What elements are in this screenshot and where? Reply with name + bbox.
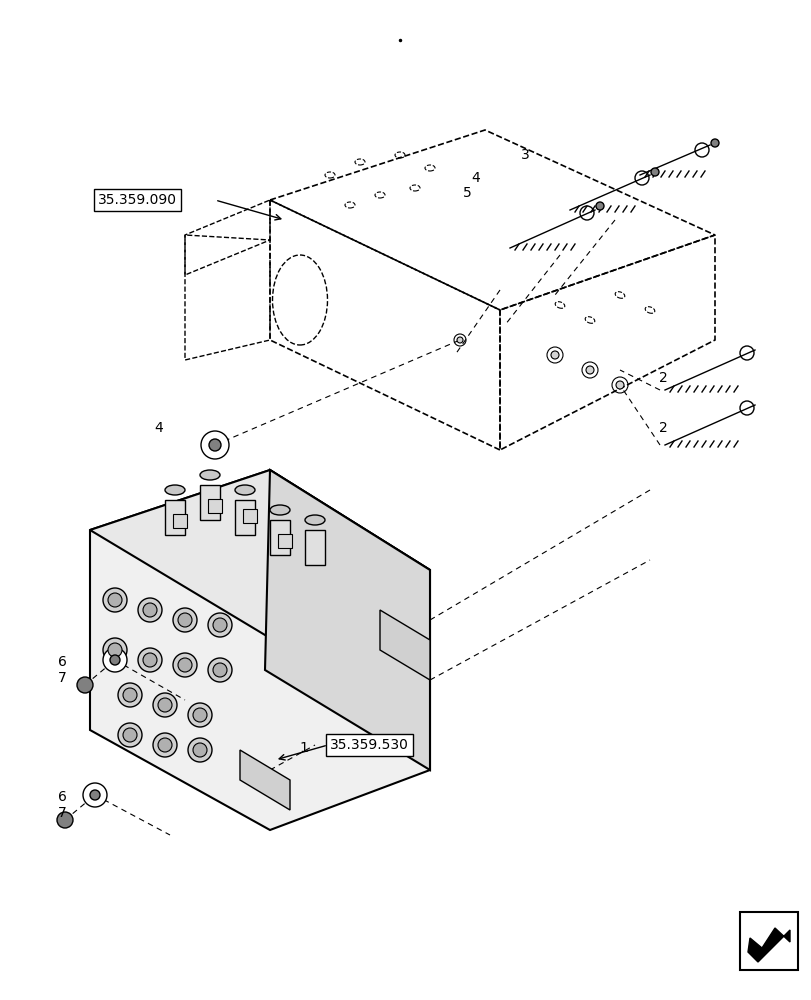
- Circle shape: [586, 366, 594, 374]
- Circle shape: [143, 603, 157, 617]
- Circle shape: [173, 608, 197, 632]
- Ellipse shape: [305, 515, 324, 525]
- Text: 3: 3: [521, 148, 530, 162]
- Circle shape: [208, 613, 232, 637]
- Circle shape: [193, 708, 207, 722]
- Text: 2: 2: [659, 421, 667, 435]
- Circle shape: [103, 588, 127, 612]
- Circle shape: [158, 698, 172, 712]
- Text: 4: 4: [154, 421, 163, 435]
- Polygon shape: [90, 470, 430, 635]
- Circle shape: [178, 658, 191, 672]
- Bar: [270, 520, 290, 555]
- Circle shape: [152, 693, 177, 717]
- Circle shape: [138, 598, 162, 622]
- Circle shape: [90, 790, 100, 800]
- Text: 7: 7: [58, 806, 67, 820]
- Polygon shape: [240, 750, 290, 810]
- Circle shape: [103, 648, 127, 672]
- Circle shape: [188, 738, 212, 762]
- Ellipse shape: [234, 485, 255, 495]
- Circle shape: [108, 593, 122, 607]
- Bar: [242, 509, 257, 523]
- Polygon shape: [264, 470, 430, 770]
- Circle shape: [118, 683, 142, 707]
- Circle shape: [551, 351, 558, 359]
- Text: 35.359.090: 35.359.090: [98, 193, 177, 207]
- Text: 7: 7: [58, 671, 67, 685]
- Polygon shape: [747, 928, 789, 962]
- Polygon shape: [380, 610, 430, 680]
- Circle shape: [650, 168, 659, 176]
- Circle shape: [188, 703, 212, 727]
- Text: 6: 6: [58, 655, 67, 669]
- Circle shape: [77, 677, 93, 693]
- Bar: [305, 530, 324, 565]
- Circle shape: [108, 643, 122, 657]
- Text: 1: 1: [298, 741, 307, 755]
- Text: 2: 2: [659, 371, 667, 385]
- Circle shape: [152, 733, 177, 757]
- Circle shape: [212, 618, 227, 632]
- Circle shape: [212, 663, 227, 677]
- Circle shape: [173, 653, 197, 677]
- Circle shape: [122, 728, 137, 742]
- Circle shape: [143, 653, 157, 667]
- Text: 6: 6: [58, 790, 67, 804]
- Circle shape: [595, 202, 603, 210]
- Text: 35.359.530: 35.359.530: [329, 738, 409, 752]
- Circle shape: [83, 783, 107, 807]
- Bar: [208, 499, 221, 513]
- Circle shape: [57, 812, 73, 828]
- Ellipse shape: [165, 485, 185, 495]
- Circle shape: [122, 688, 137, 702]
- Circle shape: [103, 638, 127, 662]
- Circle shape: [457, 337, 462, 343]
- Circle shape: [178, 613, 191, 627]
- Bar: [739, 912, 797, 970]
- Bar: [277, 534, 292, 548]
- Circle shape: [109, 655, 120, 665]
- Bar: [173, 514, 187, 528]
- Circle shape: [208, 658, 232, 682]
- Circle shape: [201, 431, 229, 459]
- Circle shape: [138, 648, 162, 672]
- Circle shape: [118, 723, 142, 747]
- Ellipse shape: [270, 505, 290, 515]
- Circle shape: [710, 139, 718, 147]
- Bar: [200, 485, 220, 520]
- Text: 5: 5: [463, 186, 471, 200]
- Circle shape: [208, 439, 221, 451]
- Bar: [165, 500, 185, 535]
- Circle shape: [158, 738, 172, 752]
- Circle shape: [193, 743, 207, 757]
- Polygon shape: [90, 470, 430, 830]
- Ellipse shape: [200, 470, 220, 480]
- Text: 4: 4: [470, 171, 479, 185]
- Circle shape: [616, 381, 623, 389]
- Bar: [234, 500, 255, 535]
